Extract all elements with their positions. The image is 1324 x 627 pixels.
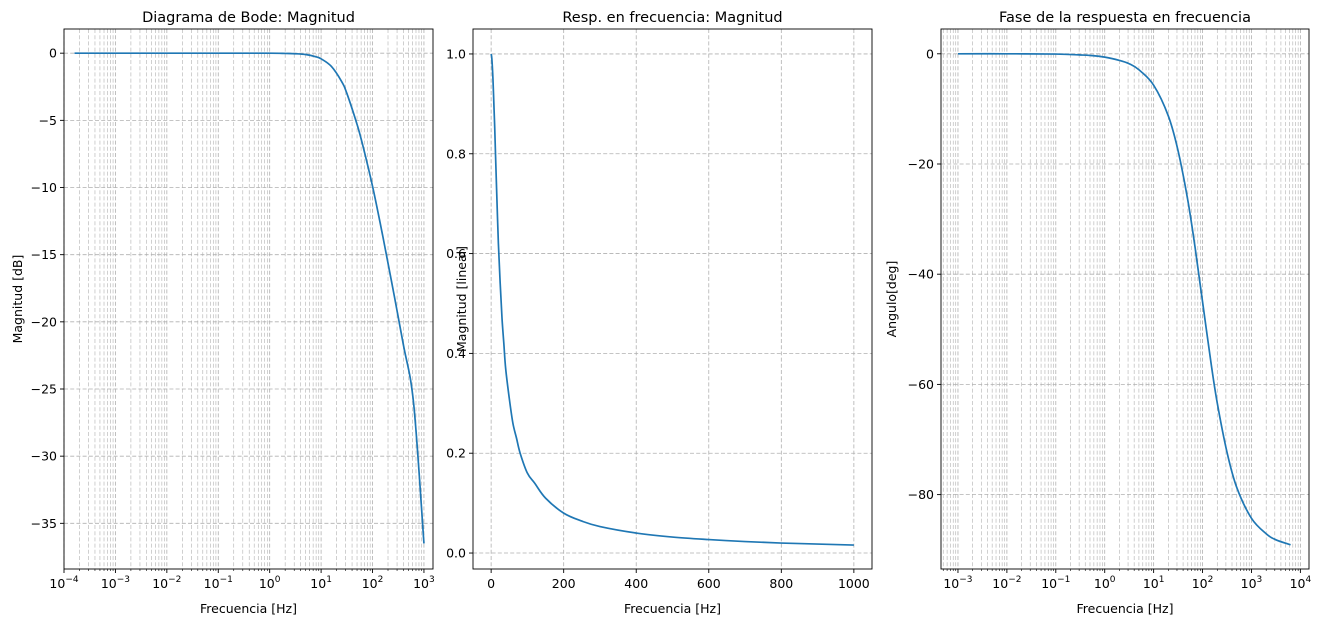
linear-magnitude-chart: 0 200 400 600 800 1000 0.0 0.2 0.4 0.6 0.8 1.0 Resp…	[446, 10, 873, 616]
x-tick-label: 10−3	[943, 575, 972, 591]
y-tick-label: −60	[908, 377, 934, 392]
y-tick-label: −25	[31, 382, 57, 397]
y-tick-label: 0.0	[446, 546, 466, 561]
x-tick-label: 104	[1290, 575, 1312, 591]
y-tick-label: −30	[31, 449, 57, 464]
y-axis-label: Magnitud [lineal]	[454, 246, 469, 352]
x-axis-label: Frecuencia [Hz]	[1077, 601, 1174, 616]
x-tick-label: 103	[1241, 575, 1263, 591]
x-tick-label: 103	[413, 575, 435, 591]
plot-frame	[63, 28, 434, 570]
y-tick-label: 0.2	[446, 446, 466, 461]
x-tick-label: 1000	[838, 576, 870, 591]
x-tick-label: 100	[1094, 575, 1116, 591]
x-tick-label: 102	[1192, 575, 1214, 591]
y-axis-label: Magnitud [dB]	[10, 255, 25, 344]
x-tick-label: 102	[362, 575, 384, 591]
chart-title: Resp. en frecuencia: Magnitud	[562, 10, 782, 26]
y-tick-label: 1.0	[446, 46, 466, 61]
y-tick-label: −15	[31, 247, 57, 262]
x-tick-label: 0	[487, 576, 495, 591]
x-tick-label: 10−3	[101, 575, 130, 591]
y-tick-label: 0	[49, 46, 57, 61]
y-tick-label: 0	[926, 46, 934, 61]
y-tick-label: 0.8	[446, 146, 466, 161]
y-tick-label: 0.6	[446, 246, 466, 261]
x-tick-label: 10−1	[204, 575, 233, 591]
x-tick-label: 100	[259, 575, 281, 591]
plot-frame	[940, 28, 1310, 570]
y-tick-label: −20	[908, 157, 934, 172]
bode-magnitude-chart: 10−4 10−3 10−2 10−1 100 101 102 103 0 −5 −10 −15 −20…	[10, 10, 435, 616]
y-tick-label: −40	[908, 267, 934, 282]
x-tick-label: 10−4	[49, 575, 78, 591]
series-line	[490, 53, 854, 546]
x-tick-label: 10−2	[992, 575, 1021, 591]
plot-frame	[472, 28, 873, 570]
phase-chart: 10−3 10−2 10−1 100 101 102 103 104 0 −20 −40 −60 −80…	[884, 10, 1311, 616]
series-line	[74, 52, 425, 544]
x-tick-label: 101	[310, 575, 332, 591]
chart-title: Diagrama de Bode: Magnitud	[142, 10, 355, 26]
x-tick-label: 10−1	[1041, 575, 1070, 591]
x-tick-label: 101	[1143, 575, 1165, 591]
y-tick-label: −20	[31, 314, 57, 329]
x-tick-label: 800	[769, 576, 793, 591]
x-tick-label: 400	[624, 576, 648, 591]
y-tick-label: −10	[31, 180, 57, 195]
series-line	[957, 52, 1291, 546]
y-tick-label: −80	[908, 487, 934, 502]
y-tick-label: 0.4	[446, 346, 466, 361]
chart-title: Fase de la respuesta en frecuencia	[999, 10, 1251, 26]
y-tick-label: −35	[31, 516, 57, 531]
x-axis-label: Frecuencia [Hz]	[200, 601, 297, 616]
x-tick-label: 600	[697, 576, 721, 591]
x-axis-label: Frecuencia [Hz]	[624, 601, 721, 616]
x-tick-label: 10−2	[152, 575, 181, 591]
y-axis-label: Angulo[deg]	[884, 261, 899, 338]
y-tick-label: −5	[39, 113, 57, 128]
x-tick-label: 200	[552, 576, 576, 591]
